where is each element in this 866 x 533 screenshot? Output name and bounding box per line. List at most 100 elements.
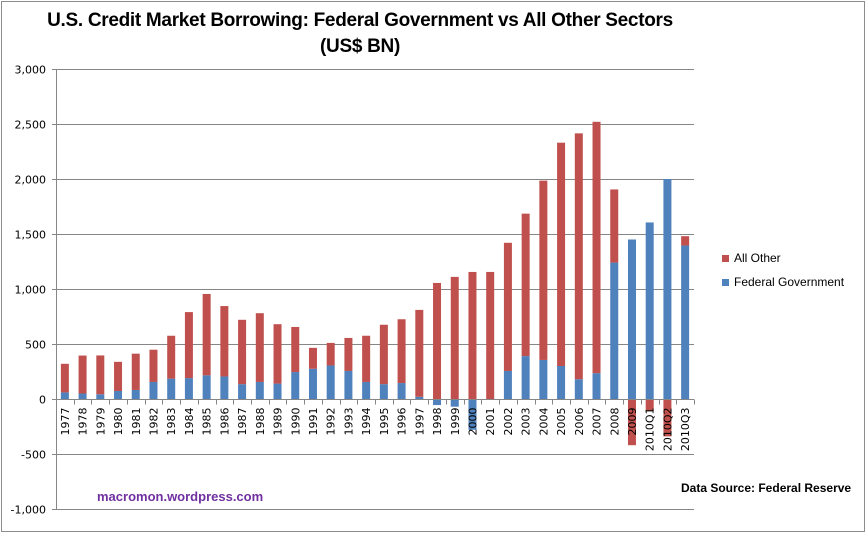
x-tick-label: 1994 bbox=[360, 408, 373, 436]
x-tick-label: 1990 bbox=[289, 408, 302, 436]
bar-all-other-1999 bbox=[450, 276, 459, 399]
bar-all-other-2002 bbox=[503, 242, 512, 371]
bar-federal-government-1989 bbox=[273, 383, 282, 399]
x-tick-label: 2006 bbox=[573, 408, 586, 436]
bar-federal-government-1983 bbox=[167, 378, 176, 399]
chart-subtitle: (US$ BN) bbox=[320, 36, 400, 57]
bar-federal-government-1991 bbox=[308, 368, 317, 399]
bar-all-other-2008 bbox=[610, 189, 619, 263]
legend: All Other Federal Government bbox=[722, 246, 844, 294]
bar-federal-government-2010Q1 bbox=[645, 222, 654, 399]
bar-all-other-2009 bbox=[627, 399, 636, 446]
y-axis-tick-labels: -1,000 -500 0 500 1,000 1,500 2,000 2,500 3,000 bbox=[11, 64, 46, 517]
legend-item-all-other: All Other bbox=[722, 246, 844, 270]
watermark-text: macromon.wordpress.com bbox=[97, 489, 264, 504]
y-tick-label: 2,500 bbox=[15, 119, 47, 132]
bar-federal-government-2003 bbox=[521, 356, 530, 399]
x-tick-label: 1984 bbox=[183, 408, 196, 436]
bar-federal-government-1980 bbox=[114, 390, 123, 399]
bar-all-other-1979 bbox=[96, 355, 105, 395]
y-tick-label: 3,000 bbox=[15, 64, 47, 77]
bar-federal-government-1995 bbox=[379, 384, 388, 399]
bar-all-other-1986 bbox=[220, 306, 229, 377]
bar-all-other-1983 bbox=[167, 335, 176, 379]
legend-item-federal-government: Federal Government bbox=[722, 270, 844, 294]
bar-all-other-1995 bbox=[379, 324, 388, 385]
x-tick-label: 1982 bbox=[147, 408, 160, 436]
x-tick-label: 1989 bbox=[272, 408, 285, 436]
x-tick-label: 2004 bbox=[537, 408, 550, 436]
bar-federal-government-1979 bbox=[96, 394, 105, 399]
x-tick-label: 2009 bbox=[626, 408, 639, 436]
bars bbox=[60, 121, 690, 446]
bar-all-other-2006 bbox=[574, 133, 583, 380]
bar-federal-government-1988 bbox=[255, 381, 264, 399]
x-tick-label: 2000 bbox=[466, 408, 479, 436]
x-tick-label: 2005 bbox=[555, 408, 568, 436]
bar-all-other-1981 bbox=[131, 353, 140, 390]
x-tick-label: 2003 bbox=[520, 408, 533, 436]
bar-all-other-1992 bbox=[326, 342, 335, 366]
x-tick-label: 1987 bbox=[236, 408, 249, 436]
bar-all-other-1982 bbox=[149, 349, 158, 382]
x-tick-label: 2002 bbox=[502, 408, 515, 436]
bar-all-other-2007 bbox=[592, 121, 601, 374]
y-tick-label: -1,000 bbox=[11, 504, 46, 517]
bar-all-other-1997 bbox=[415, 309, 424, 397]
bar-federal-government-2006 bbox=[574, 379, 583, 399]
bar-federal-government-2005 bbox=[557, 366, 566, 399]
bar-federal-government-1981 bbox=[131, 389, 140, 399]
bar-federal-government-1982 bbox=[149, 381, 158, 399]
bar-all-other-2001 bbox=[486, 271, 495, 399]
bar-federal-government-1999 bbox=[450, 399, 459, 407]
bar-all-other-1988 bbox=[255, 313, 264, 382]
bar-all-other-1980 bbox=[114, 361, 123, 391]
bar-all-other-1978 bbox=[78, 355, 87, 394]
x-tick-label: 1998 bbox=[431, 408, 444, 436]
bar-all-other-2003 bbox=[521, 213, 530, 357]
bar-all-other-1989 bbox=[273, 324, 282, 384]
bar-federal-government-1997 bbox=[415, 396, 424, 399]
y-tick-label: 1,000 bbox=[15, 284, 47, 297]
bar-all-other-1990 bbox=[291, 326, 300, 373]
x-tick-label: 1983 bbox=[165, 408, 178, 436]
y-tick-label: 500 bbox=[25, 339, 46, 352]
axes bbox=[56, 69, 695, 509]
x-tick-label: 1993 bbox=[342, 408, 355, 436]
y-tick-label: 2,000 bbox=[15, 174, 47, 187]
bar-all-other-2010Q3 bbox=[681, 236, 690, 246]
x-tick-label: 1978 bbox=[77, 408, 90, 436]
bar-all-other-2010Q1 bbox=[645, 399, 654, 412]
bar-all-other-2005 bbox=[557, 142, 566, 366]
y-tick-label: -500 bbox=[21, 449, 46, 462]
legend-label-federal-government: Federal Government bbox=[734, 275, 845, 289]
x-tick-label: 1995 bbox=[378, 408, 391, 436]
x-tick-label: 2008 bbox=[608, 408, 621, 436]
y-tick-label: 0 bbox=[39, 394, 46, 407]
bar-federal-government-2010Q2 bbox=[663, 179, 672, 399]
x-tick-label: 1996 bbox=[396, 408, 409, 436]
bar-all-other-1991 bbox=[308, 347, 317, 369]
bar-federal-government-1987 bbox=[238, 384, 247, 399]
bar-all-other-2004 bbox=[539, 180, 548, 360]
x-tick-label: 2010Q2 bbox=[661, 408, 674, 452]
bar-all-other-1987 bbox=[238, 319, 247, 385]
bar-federal-government-1984 bbox=[184, 378, 193, 399]
legend-swatch-federal-government bbox=[722, 278, 729, 286]
bar-all-other-1998 bbox=[433, 282, 442, 399]
bar-all-other-1984 bbox=[184, 312, 193, 379]
x-tick-label: 1977 bbox=[59, 408, 72, 436]
x-tick-label: 1997 bbox=[413, 408, 426, 436]
x-axis-tick-labels: 1977 1978 1979 1980 1981 1982 1983 1984 1985 1986… bbox=[59, 408, 692, 452]
x-tick-label: 1988 bbox=[254, 408, 267, 436]
chart-title: U.S. Credit Market Borrowing: Federal Go… bbox=[47, 10, 673, 31]
y-tick-label: 1,500 bbox=[15, 229, 47, 242]
x-tick-label: 2007 bbox=[591, 408, 604, 436]
data-source-note: Data Source: Federal Reserve bbox=[681, 481, 852, 495]
bar-federal-government-1998 bbox=[433, 399, 442, 406]
x-tick-label: 1986 bbox=[218, 408, 231, 436]
bar-federal-government-1977 bbox=[60, 392, 69, 399]
x-tick-label: 1991 bbox=[307, 408, 320, 436]
bar-federal-government-1986 bbox=[220, 376, 229, 399]
